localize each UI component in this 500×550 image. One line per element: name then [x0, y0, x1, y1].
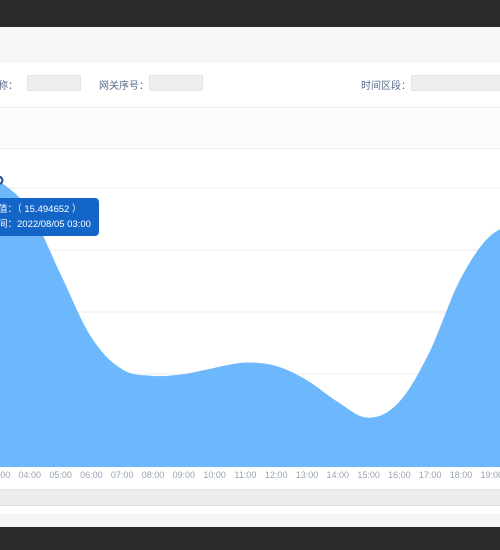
top-bar [0, 27, 500, 62]
x-tick-label: 06:00 [80, 470, 103, 480]
horizontal-scrollbar[interactable] [0, 489, 500, 506]
time-period-input[interactable] [411, 75, 500, 91]
x-tick-label: 07:00 [111, 470, 134, 480]
tooltip-time: 间：2022/08/05 03:00 [0, 219, 91, 230]
x-tick-label: 18:00 [450, 470, 473, 480]
x-tick-label: 14:00 [327, 470, 350, 480]
x-tick-label: 13:00 [296, 470, 319, 480]
data-point[interactable] [57, 270, 63, 276]
data-point[interactable] [241, 360, 247, 366]
data-point[interactable] [395, 400, 401, 406]
gateway-number-label: 网关序号： [99, 81, 149, 92]
data-point[interactable] [303, 377, 309, 383]
data-point[interactable] [87, 334, 93, 340]
x-tick-label: 16:00 [388, 470, 411, 480]
x-tick-label: 10:00 [203, 470, 226, 480]
x-tick-label: 08:00 [142, 470, 165, 480]
data-point[interactable] [118, 366, 124, 372]
bottom-bar [0, 514, 500, 527]
data-point[interactable] [457, 278, 463, 284]
x-tick-label: 19:00 [481, 470, 500, 480]
data-point[interactable] [272, 363, 278, 369]
series-line [0, 181, 500, 419]
chart-tooltip: 值：（ 15.494652 ） 间：2022/08/05 03:00 [0, 198, 99, 236]
x-tick-label: 12:00 [265, 470, 288, 480]
divider [0, 107, 500, 108]
x-tick-label: 09:00 [173, 470, 196, 480]
data-point[interactable] [334, 399, 340, 405]
x-tick-label: 15:00 [357, 470, 380, 480]
toolbar-strip [0, 108, 500, 149]
x-tick-label: 03:00 [0, 470, 10, 480]
x-tick-label: 05:00 [49, 470, 72, 480]
area-chart: 03:00 04:00 05:00 06:00 07:00 08:00 09:00 10:00… [0, 175, 500, 480]
data-point[interactable] [211, 366, 217, 372]
device-name-input[interactable] [27, 75, 81, 91]
x-tick-label: 11:00 [234, 470, 256, 480]
device-name-label: 名称： [0, 81, 18, 92]
x-tick-label: 04:00 [19, 470, 42, 480]
tooltip-value: 值：（ 15.494652 ） [0, 204, 82, 215]
data-point[interactable] [365, 415, 371, 421]
filter-bar: 名称： 网关序号： 时间区段： [0, 72, 500, 96]
data-point[interactable] [149, 373, 155, 379]
highlighted-data-point[interactable] [0, 175, 4, 185]
series-area [0, 182, 500, 467]
data-point[interactable] [180, 372, 186, 378]
x-tick-label: 17:00 [419, 470, 442, 480]
time-period-label: 时间区段： [361, 81, 411, 92]
gateway-number-input[interactable] [149, 75, 203, 91]
data-point[interactable] [426, 351, 432, 357]
page: 名称： 网关序号： 时间区段： 03:00 04:00 05:00 06:00 07:0… [0, 27, 500, 527]
data-point[interactable] [488, 233, 494, 239]
